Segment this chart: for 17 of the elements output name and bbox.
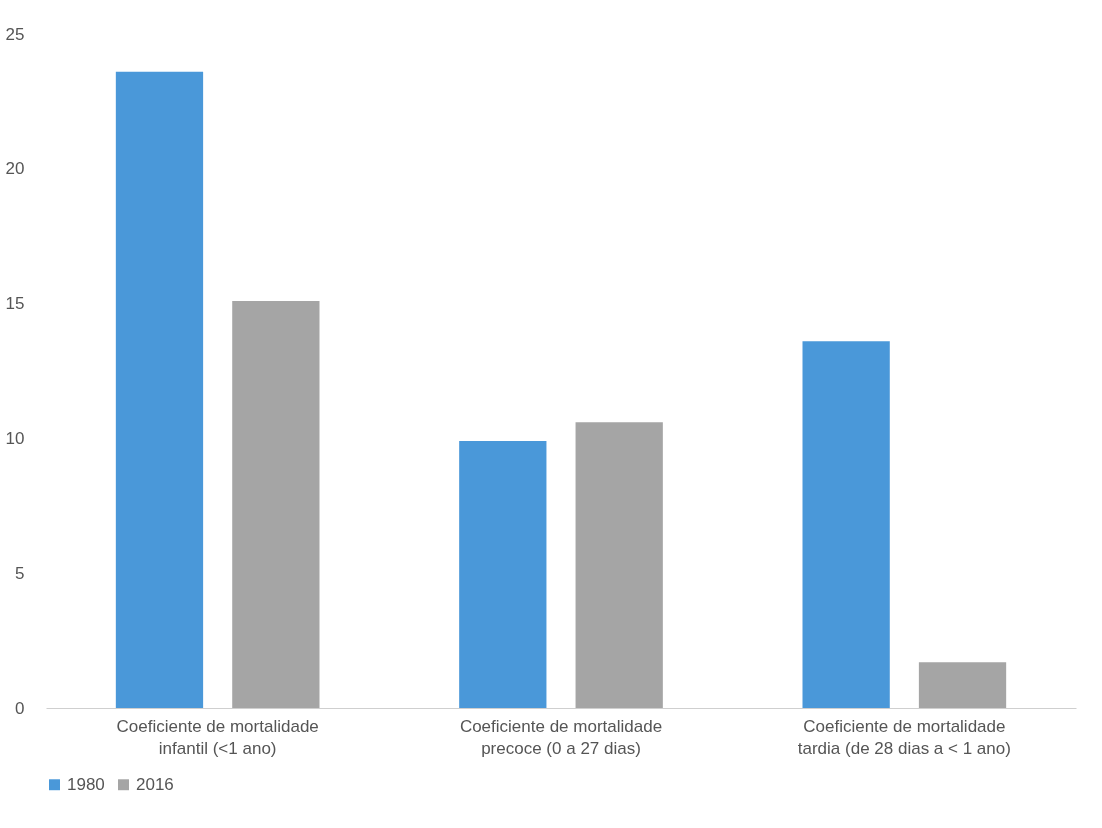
- y-tick-label: 10: [5, 428, 25, 448]
- bar: [918, 662, 1007, 708]
- legend-label: 1980: [67, 774, 105, 794]
- bar: [115, 71, 204, 708]
- y-tick-label: 20: [5, 159, 25, 179]
- x-tick-label: Coeficiente de mortalidade tardia (de 28 dias a < 1 ano): [797, 716, 1011, 758]
- bar: [232, 300, 320, 708]
- y-tick-label: 5: [15, 563, 25, 583]
- x-tick-label: Coeficiente de mortalidade infantil (<1 ano): [116, 716, 319, 758]
- y-tick-label: 25: [5, 24, 25, 44]
- bar: [802, 341, 890, 708]
- y-tick-label: 0: [15, 698, 25, 718]
- legend-label: 2016: [136, 774, 174, 794]
- bar: [459, 441, 547, 708]
- y-tick-label: 15: [5, 294, 25, 314]
- bar: [575, 422, 663, 708]
- x-tick-label: Coeficiente de mortalidade precoce (0 a 27 dias): [459, 716, 663, 758]
